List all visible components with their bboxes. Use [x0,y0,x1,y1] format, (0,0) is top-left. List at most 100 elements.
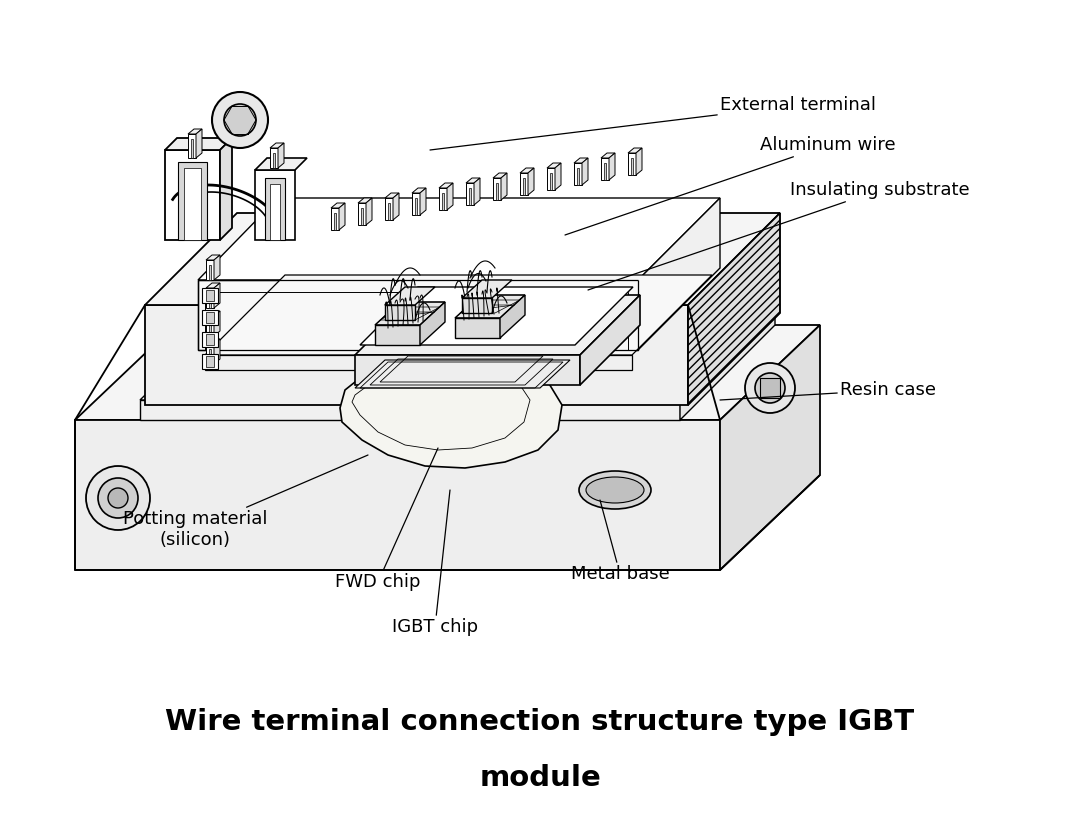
Polygon shape [202,288,218,303]
Polygon shape [270,184,280,240]
Polygon shape [339,203,345,230]
Polygon shape [420,188,426,215]
Text: Insulating substrate: Insulating substrate [588,181,970,290]
Polygon shape [680,308,775,420]
Polygon shape [355,355,580,385]
Polygon shape [411,193,420,215]
Polygon shape [360,287,633,345]
Polygon shape [519,173,528,195]
Polygon shape [75,325,820,420]
Circle shape [108,488,129,508]
Polygon shape [355,360,570,388]
Polygon shape [255,170,295,240]
Polygon shape [577,168,579,185]
Polygon shape [550,173,552,190]
Polygon shape [140,308,775,400]
Polygon shape [580,295,640,385]
Polygon shape [760,378,780,398]
Polygon shape [636,148,642,175]
Polygon shape [465,178,480,183]
Polygon shape [206,288,214,308]
Polygon shape [210,321,211,336]
Polygon shape [184,168,201,240]
Polygon shape [278,143,284,168]
Polygon shape [270,148,278,168]
Polygon shape [273,153,275,168]
Text: Wire terminal connection structure type IGBT: Wire terminal connection structure type … [165,708,915,736]
Polygon shape [334,213,336,230]
Polygon shape [474,178,480,205]
Polygon shape [205,275,712,355]
Polygon shape [447,183,453,210]
Polygon shape [375,325,420,345]
Polygon shape [165,138,232,150]
Polygon shape [340,358,562,468]
Polygon shape [462,298,492,313]
Polygon shape [198,280,638,350]
Text: Metal base: Metal base [570,500,670,583]
Polygon shape [178,162,207,240]
Polygon shape [496,183,498,200]
Polygon shape [604,163,606,180]
Circle shape [212,92,268,148]
Polygon shape [188,134,195,158]
Polygon shape [206,344,214,364]
Polygon shape [469,188,471,205]
Polygon shape [519,168,534,173]
Polygon shape [411,188,426,193]
Polygon shape [330,208,339,230]
Polygon shape [388,203,390,220]
Polygon shape [631,158,633,175]
Polygon shape [206,316,214,336]
Polygon shape [609,153,615,180]
Polygon shape [145,213,780,305]
Polygon shape [165,150,220,240]
Polygon shape [384,193,399,198]
Polygon shape [195,129,202,158]
Polygon shape [357,203,366,225]
Polygon shape [546,168,555,190]
Polygon shape [355,295,640,355]
Polygon shape [573,163,582,185]
Polygon shape [270,143,284,148]
Circle shape [86,466,150,530]
Polygon shape [442,193,444,210]
Text: module: module [480,764,600,792]
Polygon shape [720,325,820,570]
Polygon shape [384,198,393,220]
Polygon shape [361,208,363,225]
Text: IGBT chip: IGBT chip [392,490,478,636]
Polygon shape [214,311,220,336]
Circle shape [98,478,138,518]
Polygon shape [210,265,211,280]
Polygon shape [528,168,534,195]
Polygon shape [523,178,525,195]
Polygon shape [206,356,214,367]
Polygon shape [688,213,780,405]
Polygon shape [438,183,453,188]
Polygon shape [366,198,372,225]
Text: FWD chip: FWD chip [335,448,438,591]
Polygon shape [573,158,588,163]
Text: Potting material
(silicon): Potting material (silicon) [123,455,368,548]
Text: External terminal: External terminal [430,96,876,150]
Polygon shape [546,163,561,168]
Polygon shape [501,173,507,200]
Polygon shape [220,138,232,240]
Polygon shape [188,129,202,134]
Polygon shape [500,295,525,338]
Polygon shape [206,339,220,344]
Polygon shape [206,312,214,323]
Polygon shape [206,283,220,288]
Polygon shape [206,334,214,345]
Polygon shape [600,153,615,158]
Polygon shape [145,305,688,405]
Polygon shape [555,163,561,190]
Polygon shape [465,183,474,205]
Polygon shape [330,203,345,208]
Polygon shape [255,158,307,170]
Polygon shape [462,280,512,298]
Polygon shape [202,354,218,369]
Polygon shape [420,302,445,345]
Ellipse shape [579,471,651,509]
